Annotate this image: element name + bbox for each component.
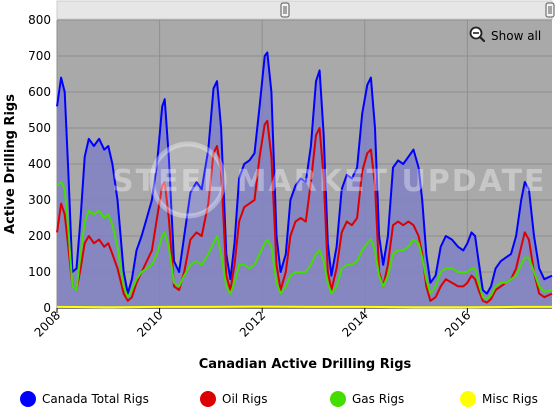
y-axis-title: Active Drilling Rigs — [3, 94, 18, 234]
legend-item-gas-rigs[interactable]: Gas Rigs — [330, 391, 404, 407]
show-all-label: Show all — [491, 29, 541, 43]
y-tick-label: 600 — [28, 85, 51, 99]
legend-label: Canada Total Rigs — [42, 392, 149, 406]
y-tick-label: 0 — [43, 301, 51, 315]
series-layer — [56, 51, 553, 309]
x-tick-label: 2014 — [339, 308, 370, 339]
misc-rigs-line[interactable] — [56, 305, 552, 309]
canada-total-rigs-line[interactable] — [56, 51, 553, 295]
navigator-track[interactable] — [56, 0, 553, 20]
show-all-button[interactable]: Show all — [462, 24, 548, 46]
y-tick-label: 400 — [28, 157, 51, 171]
legend-item-misc-rigs[interactable]: Misc Rigs — [460, 391, 538, 407]
watermark-logo: STEEL MARKET UPDATE — [112, 141, 547, 219]
legend-item-oil-rigs[interactable]: Oil Rigs — [200, 391, 267, 407]
x-tick-label: 2016 — [442, 308, 473, 339]
legend-item-canada-total-rigs[interactable]: Canada Total Rigs — [20, 391, 149, 407]
x-tick-label: 2008 — [32, 308, 63, 339]
range-navigator[interactable] — [56, 0, 555, 20]
legend-label: Gas Rigs — [352, 392, 404, 406]
x-tick-label: 2010 — [134, 308, 165, 339]
x-axis: 2008 2010 2012 2014 2016 — [32, 308, 473, 340]
oil-rigs-line[interactable] — [56, 119, 553, 304]
legend-marker — [20, 391, 36, 407]
gas-rigs-line[interactable] — [56, 181, 553, 300]
watermark-text: STEEL MARKET UPDATE — [112, 164, 547, 199]
y-tick-label: 300 — [28, 193, 51, 207]
y-tick-label: 200 — [28, 229, 51, 243]
zoom-out-magnifier-icon — [469, 26, 486, 43]
y-axis: 0 100 200 300 400 500 600 700 800 — [28, 13, 51, 315]
legend-label: Misc Rigs — [482, 392, 538, 406]
navigator-left-handle[interactable] — [280, 2, 290, 18]
legend-marker — [330, 391, 346, 407]
legend-marker — [460, 391, 476, 407]
legend-label: Oil Rigs — [222, 392, 267, 406]
x-axis-title: Canadian Active Drilling Rigs — [199, 357, 412, 372]
y-tick-label: 500 — [28, 121, 51, 135]
y-tick-label: 700 — [28, 49, 51, 63]
y-tick-label: 800 — [28, 13, 51, 27]
legend-marker — [200, 391, 216, 407]
navigator-right-handle[interactable] — [545, 2, 555, 18]
legend: Canada Total Rigs Oil Rigs Gas Rigs Misc Ri… — [20, 391, 538, 407]
y-tick-label: 100 — [28, 265, 51, 279]
x-tick-label: 2012 — [237, 308, 268, 339]
